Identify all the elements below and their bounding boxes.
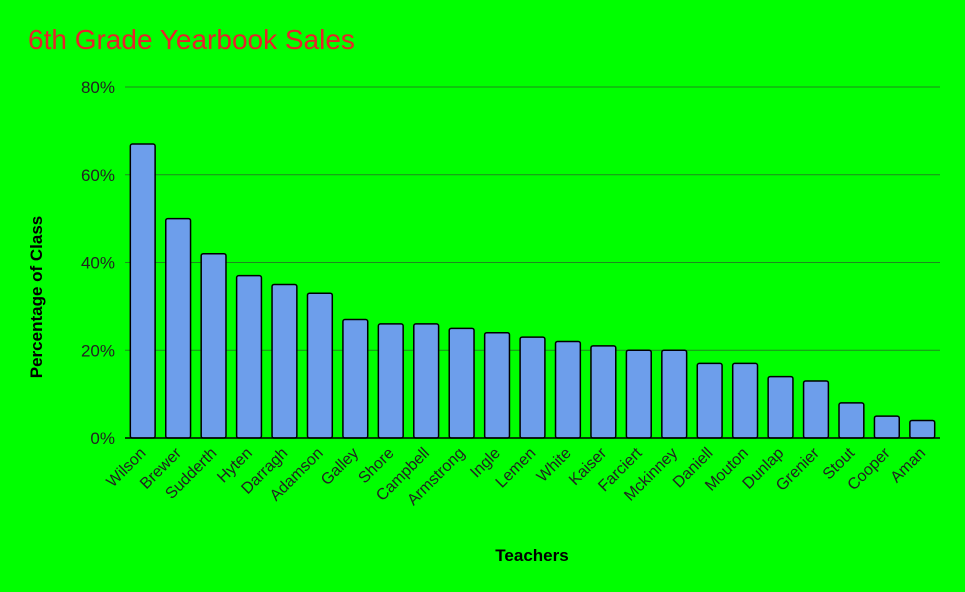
bar-mouton [731, 362, 759, 439]
y-axis-title: Percentage of Class [27, 216, 46, 379]
x-tick-label: Lemen [493, 445, 540, 492]
x-tick-label: Aman [888, 445, 930, 487]
y-tick-label: 80% [81, 78, 115, 97]
y-tick-label: 40% [81, 254, 115, 273]
bar-brewer [165, 217, 192, 439]
bar-shore [377, 323, 404, 439]
bar-sudderth [200, 252, 227, 439]
x-tick-labels: WilsonBrewerSudderthHytenDarraghAdamsonG… [104, 444, 930, 509]
x-tick-label: Galley [318, 445, 362, 489]
bar-hyten [235, 274, 263, 439]
y-tick-label: 60% [81, 166, 115, 185]
bar-darragh [271, 283, 298, 439]
bar-ingle [483, 331, 511, 439]
bar-farciert [625, 349, 652, 439]
bar-armstrong [448, 327, 475, 439]
bar-dunlap [767, 375, 794, 439]
y-tick-label: 20% [81, 341, 115, 360]
y-tick-labels: 0% 20% 40% 60% 80% [81, 78, 115, 448]
bar-wilson [129, 143, 156, 439]
bar-mckinney [661, 349, 688, 439]
bar-aman [909, 419, 936, 439]
bar-adamson [306, 292, 334, 439]
bar-daniell [696, 362, 723, 439]
bars [125, 143, 940, 439]
bar-white [554, 340, 582, 439]
bar-stout [838, 402, 865, 439]
bar-galley [342, 318, 369, 439]
bar-campbell [413, 323, 440, 439]
bar-kaiser [590, 345, 617, 439]
bar-lemen [519, 336, 546, 439]
chart-title: 6th Grade Yearbook Sales [28, 24, 355, 55]
x-axis-title: Teachers [495, 546, 568, 565]
bar-grenier [802, 380, 830, 439]
bar-cooper [873, 415, 901, 439]
y-tick-label: 0% [90, 429, 115, 448]
